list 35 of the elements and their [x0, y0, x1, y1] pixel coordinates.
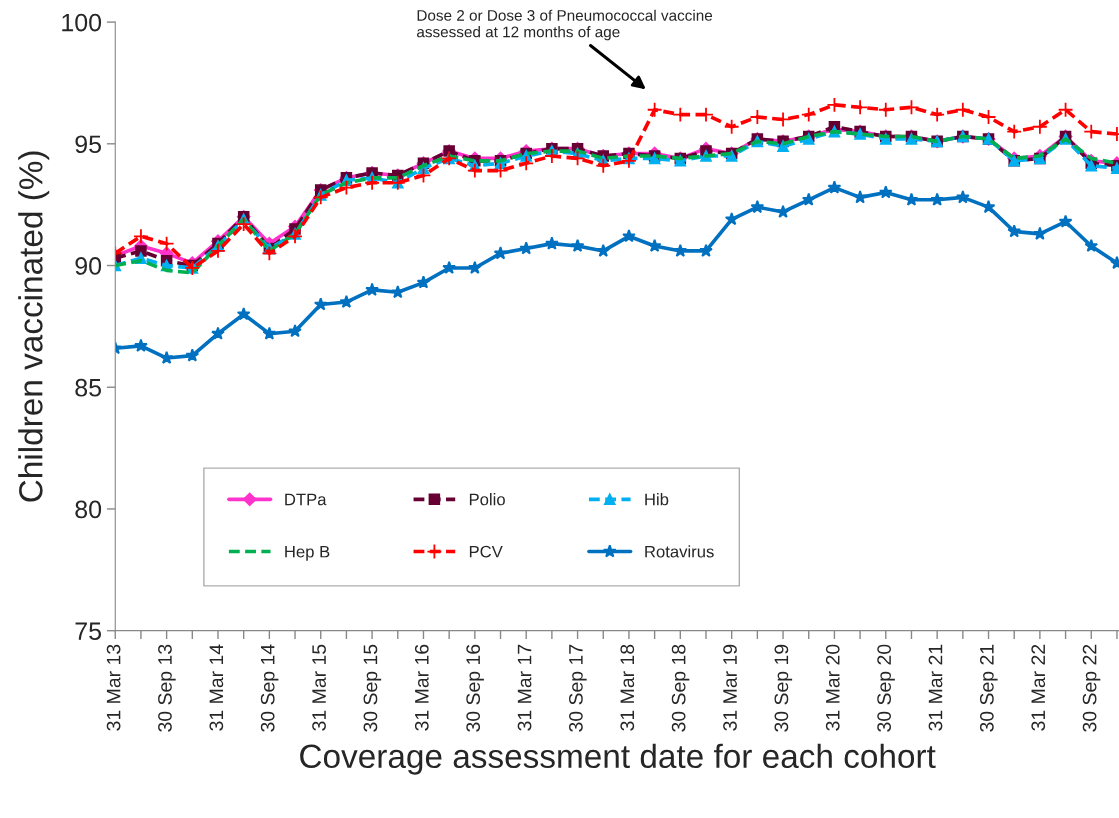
- x-tick-label: 31 Mar 15: [312, 644, 326, 731]
- x-axis-title: Coverage assessment date for each cohort: [300, 743, 936, 775]
- y-tick-label: 90: [75, 257, 102, 275]
- y-axis-title: Children vaccinated (%): [18, 151, 50, 502]
- y-tick-label: 80: [75, 500, 102, 519]
- annotation: Dose 2 or Dose 3 of Pneumococcal vaccine assessed at 12 months of age: [417, 9, 713, 41]
- y-tick-label: 85: [75, 378, 102, 397]
- x-tick-label: 30 Sep 18: [671, 644, 690, 732]
- legend-label: Rotavirus: [645, 545, 714, 558]
- y-tick-label: 100: [62, 13, 102, 32]
- x-tick-label: 31 Mar 14: [209, 644, 224, 731]
- x-tick-label: 30 Sep 21: [979, 644, 998, 732]
- x-tick-label: 31 Mar 18: [620, 644, 635, 731]
- x-tick-label: 30 Sep 17: [569, 644, 587, 732]
- x-tick-label: 31 Mar 21: [928, 644, 943, 731]
- legend-label: Polio: [469, 493, 505, 506]
- x-tick-label: 30 Sep 16: [466, 644, 484, 732]
- legend-label: PCV: [469, 545, 503, 558]
- x-tick-label: 31 Mar 16: [414, 644, 429, 731]
- x-tick-label: 30 Sep 14: [260, 644, 279, 732]
- x-tick-label: 31 Mar 20: [825, 644, 840, 731]
- x-tick-label: 31 Mar 13: [106, 644, 121, 731]
- x-tick-label: 31 Mar 22: [1031, 644, 1046, 731]
- x-tick-label: 30 Sep 20: [877, 644, 895, 732]
- x-tick-label: 30 Sep 19: [774, 644, 793, 732]
- x-tick-label: 31 Mar 17: [517, 644, 532, 731]
- x-tick-label: 31 Mar 19: [723, 644, 737, 731]
- x-tick-label: 30 Sep 13: [158, 644, 176, 732]
- x-tick-label: 30 Sep 15: [363, 644, 382, 732]
- legend-label: DTPa: [285, 493, 327, 506]
- y-tick-label: 95: [75, 135, 102, 154]
- y-tick-label: 75: [75, 622, 102, 640]
- legend-label: Hep B: [285, 545, 330, 561]
- legend-label: Hib: [645, 493, 669, 506]
- x-tick-label: 30 Sep 22: [1082, 644, 1101, 732]
